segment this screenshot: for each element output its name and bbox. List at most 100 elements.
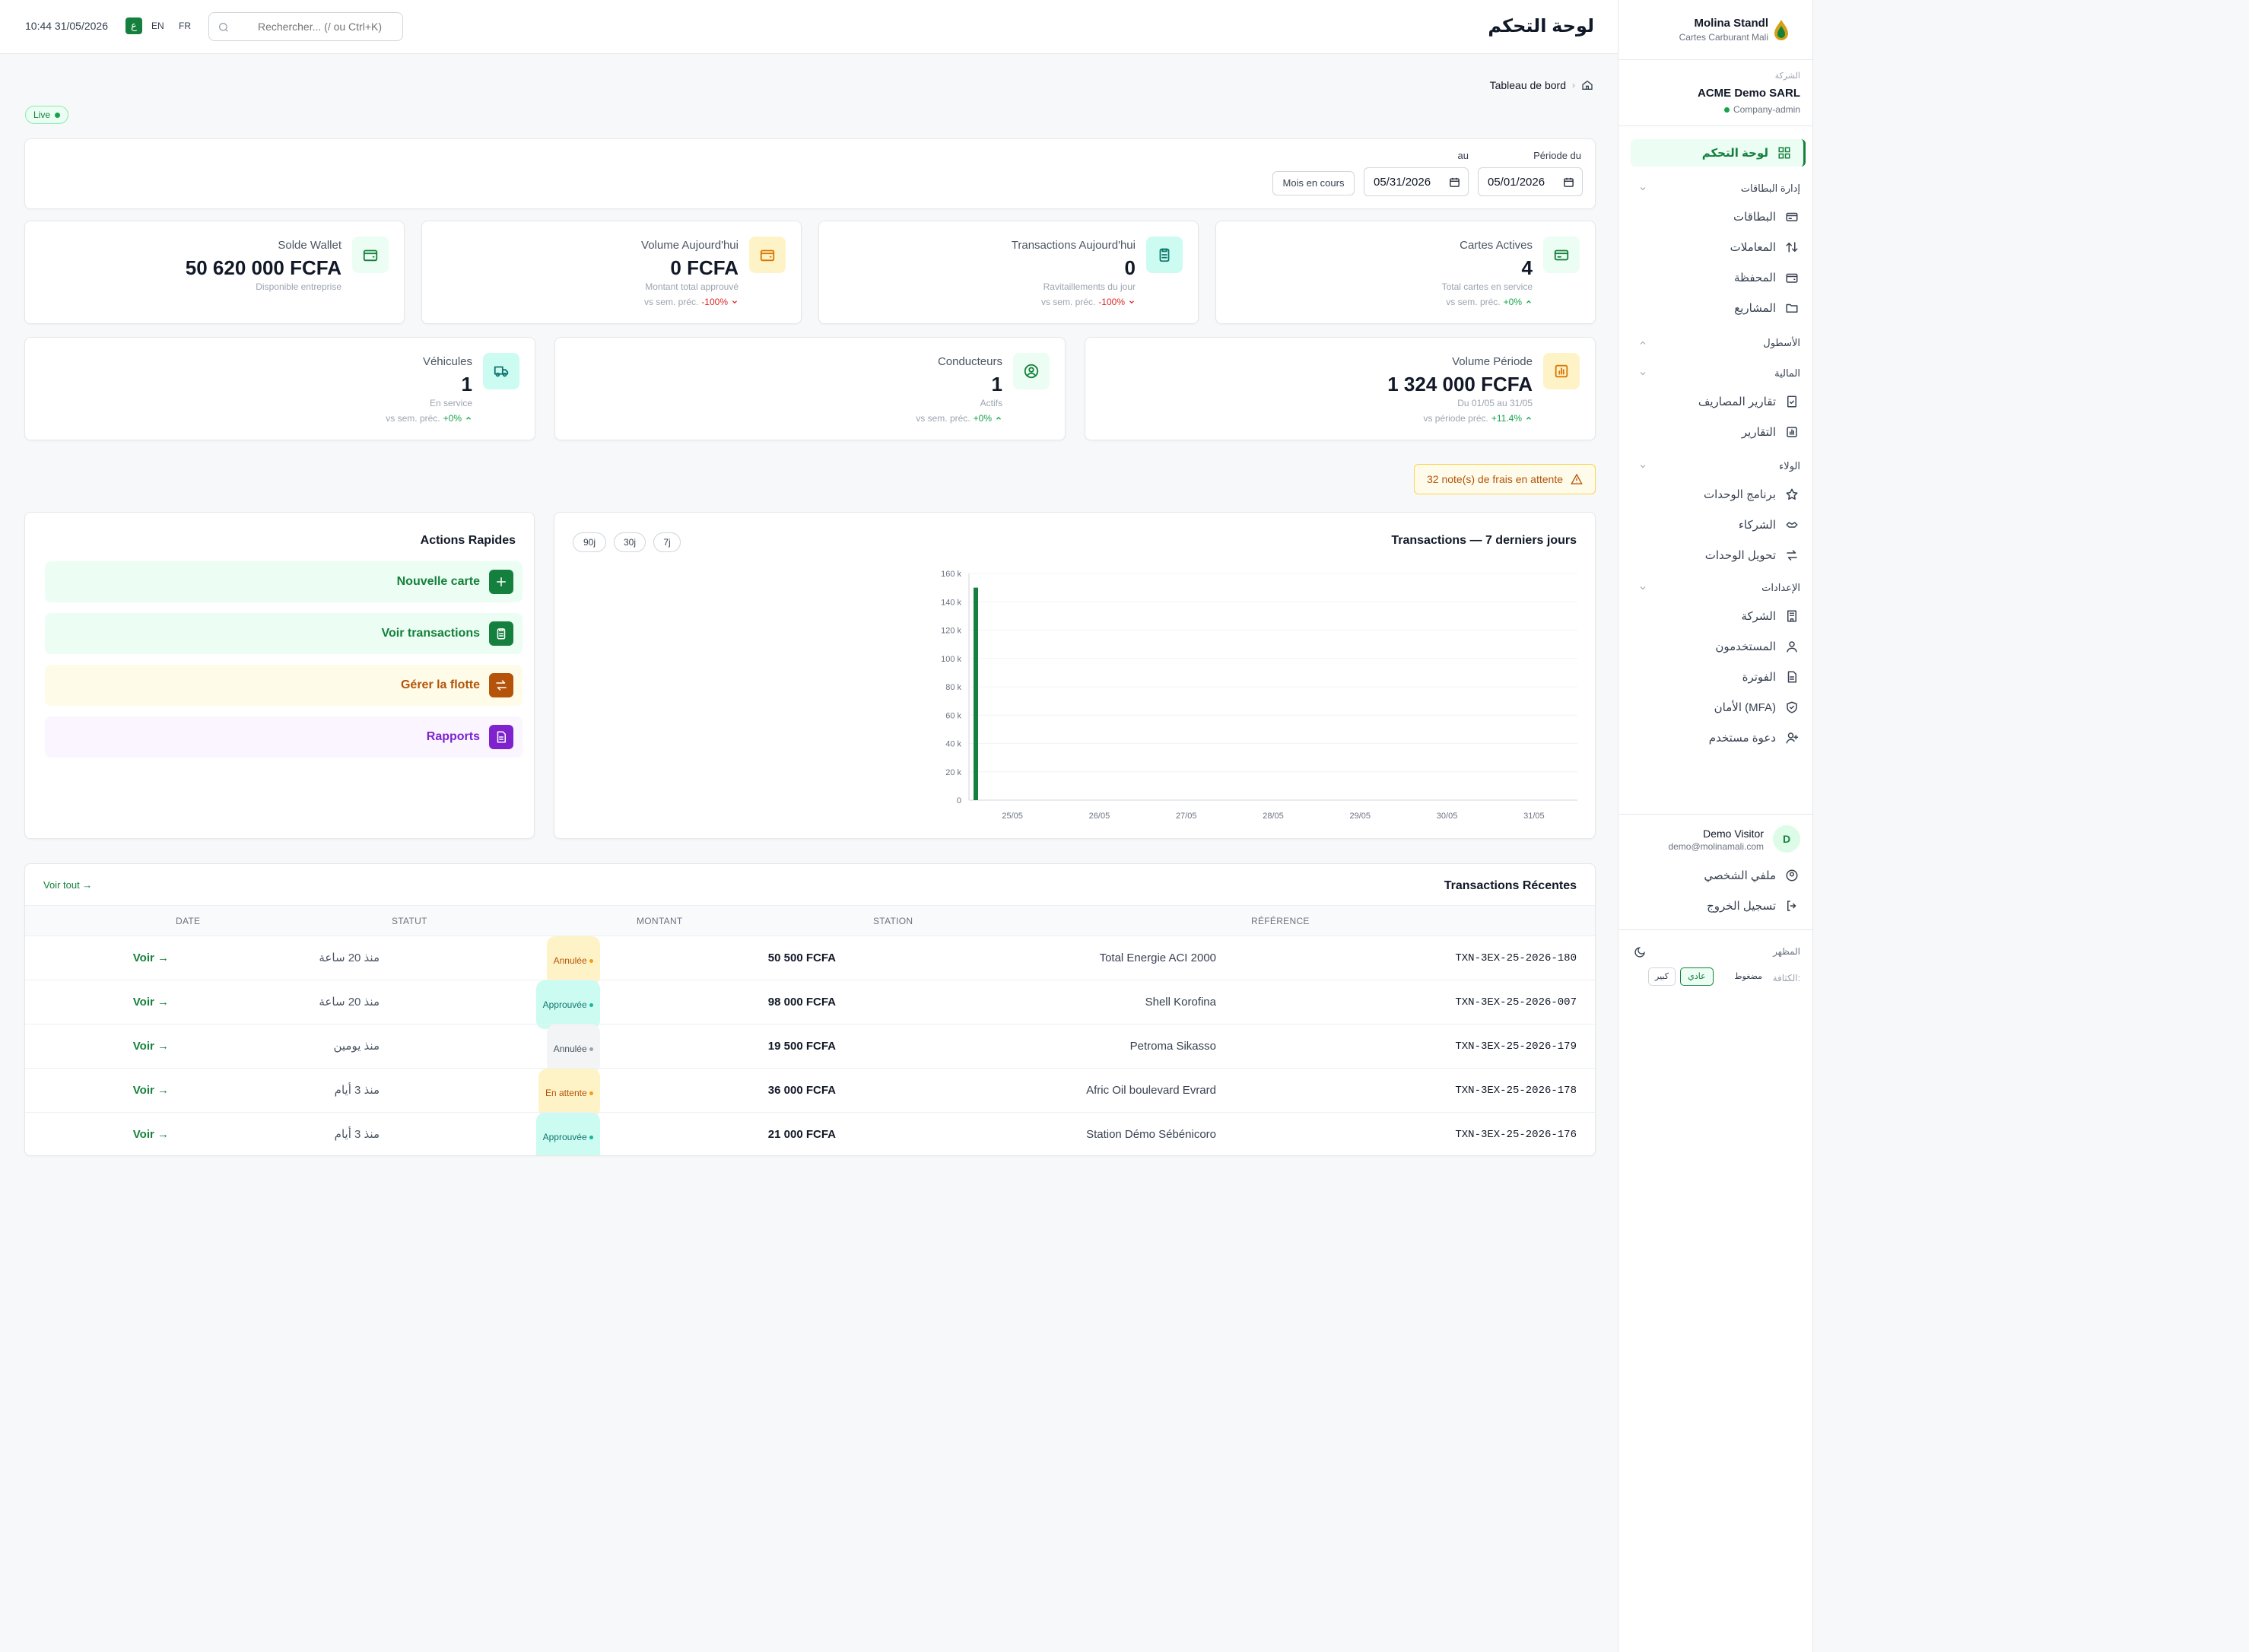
current-month-button[interactable]: Mois en cours (1272, 171, 1355, 195)
sidebar-section-title[interactable]: الولاء (1779, 460, 1800, 472)
breadcrumb: Tableau de bord › (1490, 79, 1593, 91)
kpi-value: 0 FCFA (670, 256, 739, 279)
status-text: Approuvée (542, 1132, 587, 1142)
sidebar-item[interactable]: التقارير (1742, 421, 1799, 443)
status-dot (589, 1003, 593, 1008)
sidebar-item[interactable]: المستخدمون (1715, 635, 1799, 658)
view-link[interactable]: Voir → (132, 996, 169, 1009)
sidebar-item[interactable]: الشركة (1741, 605, 1799, 627)
tx-date: منذ يومين (333, 1040, 380, 1053)
status-text: Annulée (553, 1044, 587, 1054)
view-link[interactable]: Voir → (132, 1040, 169, 1053)
density-compact[interactable]: مضغوط (1734, 972, 1762, 981)
quick-action-button[interactable]: Nouvelle carte (45, 561, 523, 602)
sidebar-item[interactable]: المعاملات (1730, 236, 1799, 259)
calendar-icon[interactable] (1563, 176, 1574, 188)
profile-link[interactable]: ملفي الشخصي (1704, 864, 1799, 887)
quick-action-button[interactable]: Voir transactions (45, 613, 523, 654)
sidebar-item-label: الشركة (1741, 610, 1776, 623)
view-link[interactable]: Voir → (132, 1084, 169, 1097)
user-circle-icon (1786, 869, 1798, 882)
quick-action-icon-box (489, 621, 513, 646)
view-link[interactable]: Voir → (132, 1128, 169, 1141)
sidebar-item-label: المشاريع (1734, 302, 1776, 315)
sidebar-item[interactable]: برنامج الوحدات (1704, 483, 1799, 506)
kpi-value: 4 (1521, 256, 1533, 279)
range-30j-button[interactable]: 30j (614, 532, 646, 552)
avatar[interactable]: D (1773, 825, 1800, 853)
chevron-down-icon[interactable] (1638, 462, 1647, 471)
table-row[interactable]: TXN-3EX-25-2026-007 Shell Korofina 98 00… (25, 980, 1595, 1029)
sidebar-item[interactable]: الأمان (MFA) (1714, 696, 1799, 719)
pending-expenses-alert[interactable]: 32 note(s) de frais en attente (1414, 464, 1596, 494)
sidebar-item[interactable]: الشركاء (1739, 513, 1799, 536)
tx-amount: 50 500 FCFA (767, 951, 836, 964)
sidebar-section-title[interactable]: المالية (1774, 367, 1800, 379)
lang-en-button[interactable]: EN (151, 21, 164, 31)
date-to-value: 05/31/2026 (1374, 176, 1431, 189)
quick-action-button[interactable]: Gérer la flotte (45, 665, 523, 706)
transfer-icon (1787, 550, 1797, 561)
sidebar-item[interactable]: الفوترة (1742, 666, 1799, 688)
sidebar-section-title[interactable]: إدارة البطاقات (1740, 183, 1800, 194)
sidebar-item[interactable]: المشاريع (1734, 297, 1799, 319)
see-all-link[interactable]: Voir tout → (43, 879, 93, 891)
breadcrumb-label[interactable]: Tableau de bord (1489, 79, 1566, 91)
date-from-input[interactable]: 05/01/2026 (1478, 167, 1583, 196)
table-row[interactable]: TXN-3EX-25-2026-176 Station Démo Sébénic… (25, 1112, 1595, 1155)
table-row[interactable]: TXN-3EX-25-2026-178 Afric Oil boulevard … (25, 1068, 1595, 1117)
status-dot (589, 1047, 593, 1052)
sidebar-section-title[interactable]: الإعدادات (1761, 582, 1800, 593)
period-from-label: Période du (1533, 150, 1581, 161)
lang-fr-button[interactable]: FR (179, 21, 191, 31)
kpi-value: 1 (461, 373, 472, 396)
sidebar-item-dashboard[interactable]: لوحة التحكم (1631, 139, 1806, 167)
x-tick-label: 28/05 (1263, 812, 1284, 821)
sidebar-item[interactable]: المحفظة (1734, 266, 1799, 289)
kpi-trend-prefix: vs sem. préc. (1446, 297, 1501, 307)
range-7j-button[interactable]: 7j (653, 532, 681, 552)
view-link[interactable]: Voir → (132, 951, 169, 964)
tx-amount: 19 500 FCFA (767, 1040, 836, 1053)
kpi-label: Cartes Actives (1460, 239, 1533, 252)
chevron-up-icon[interactable] (1638, 338, 1647, 348)
dashboard-icon (1778, 147, 1790, 159)
lang-ar-button[interactable]: ع (125, 17, 142, 34)
live-text: Live (33, 110, 51, 120)
kpi-trend-value: +0% (443, 413, 462, 424)
sidebar-item[interactable]: دعوة مستخدم (1709, 726, 1799, 749)
tx-reference: TXN-3EX-25-2026-180 (1455, 952, 1577, 964)
search-box[interactable] (208, 12, 403, 41)
moon-icon[interactable] (1634, 946, 1646, 958)
home-icon[interactable] (1581, 79, 1593, 91)
sidebar-item[interactable]: تحويل الوحدات (1705, 544, 1799, 567)
search-icon (219, 23, 228, 32)
y-tick-label: 60 k (945, 711, 961, 720)
table-row[interactable]: TXN-3EX-25-2026-179 Petroma Sikasso 19 5… (25, 1024, 1595, 1073)
kpi-trend-prefix: vs sem. préc. (386, 413, 440, 424)
chevron-down-icon[interactable] (1638, 583, 1647, 592)
density-normal[interactable]: عادي (1680, 967, 1714, 986)
kpi-trend-prefix: vs sem. préc. (643, 297, 699, 307)
search-input[interactable] (258, 19, 395, 34)
date-to-input[interactable]: 05/31/2026 (1364, 167, 1469, 196)
sidebar-section-title[interactable]: الأسطول (1763, 337, 1800, 348)
range-90j-button[interactable]: 90j (573, 532, 606, 552)
table-row[interactable]: TXN-3EX-25-2026-180 Total Energie ACI 20… (25, 936, 1595, 985)
quick-action-button[interactable]: Rapports (45, 716, 523, 758)
sidebar-item[interactable]: تقارير المصاريف (1698, 390, 1799, 413)
chart-bar[interactable] (974, 587, 978, 800)
quick-action-icon-box (489, 570, 513, 594)
x-tick-label: 29/05 (1350, 812, 1371, 821)
quick-action-label: Gérer la flotte (400, 678, 480, 691)
kpi-icon-box (483, 353, 519, 389)
density-large[interactable]: كبير (1648, 967, 1676, 986)
logout-link[interactable]: تسجيل الخروج (1707, 894, 1799, 917)
sidebar-item[interactable]: البطاقات (1733, 205, 1799, 228)
user-name: Molina Standl (1694, 17, 1769, 30)
calendar-icon[interactable] (1449, 176, 1460, 188)
chevron-down-icon[interactable] (1638, 184, 1647, 193)
tx-status: En attente (538, 1069, 600, 1117)
chevron-down-icon[interactable] (1638, 369, 1647, 378)
quick-action-label: Voir transactions (381, 627, 480, 640)
